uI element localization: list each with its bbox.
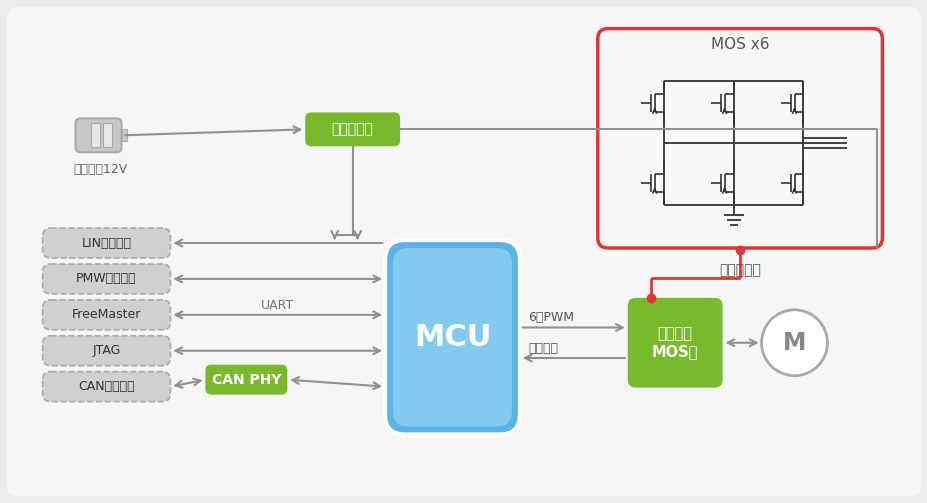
FancyBboxPatch shape — [43, 300, 171, 330]
Text: MOS x6: MOS x6 — [710, 37, 768, 52]
FancyBboxPatch shape — [6, 7, 921, 496]
FancyBboxPatch shape — [393, 248, 512, 427]
FancyBboxPatch shape — [305, 112, 400, 146]
FancyBboxPatch shape — [43, 228, 171, 258]
FancyBboxPatch shape — [43, 264, 171, 294]
Text: 6路PWM: 6路PWM — [527, 311, 573, 324]
Text: CAN PHY: CAN PHY — [211, 373, 281, 387]
Text: PMW控制信号: PMW控制信号 — [76, 273, 136, 285]
Text: JTAG: JTAG — [93, 344, 121, 357]
Bar — [121, 129, 126, 141]
Text: LIN控制信号: LIN控制信号 — [82, 236, 132, 249]
Text: MCU: MCU — [413, 323, 490, 352]
Text: 电机驱动桥: 电机驱动桥 — [718, 263, 760, 277]
Bar — [91, 123, 99, 147]
Circle shape — [761, 310, 827, 376]
FancyBboxPatch shape — [43, 372, 171, 401]
Text: M: M — [782, 331, 806, 355]
Text: UART: UART — [260, 299, 294, 312]
Bar — [102, 123, 111, 147]
FancyBboxPatch shape — [597, 29, 882, 248]
FancyBboxPatch shape — [205, 365, 287, 395]
Text: 防反接电路: 防反接电路 — [331, 122, 374, 136]
Text: FreeMaster: FreeMaster — [71, 308, 141, 321]
Text: 电流采样: 电流采样 — [527, 342, 557, 355]
FancyBboxPatch shape — [43, 336, 171, 366]
FancyBboxPatch shape — [75, 118, 121, 152]
Text: 电机驱动
MOS桥: 电机驱动 MOS桥 — [652, 326, 698, 359]
Text: CAN控制信号: CAN控制信号 — [78, 380, 134, 393]
Text: 汽车电池12V: 汽车电池12V — [73, 163, 128, 176]
FancyBboxPatch shape — [385, 240, 519, 435]
FancyBboxPatch shape — [627, 298, 722, 388]
